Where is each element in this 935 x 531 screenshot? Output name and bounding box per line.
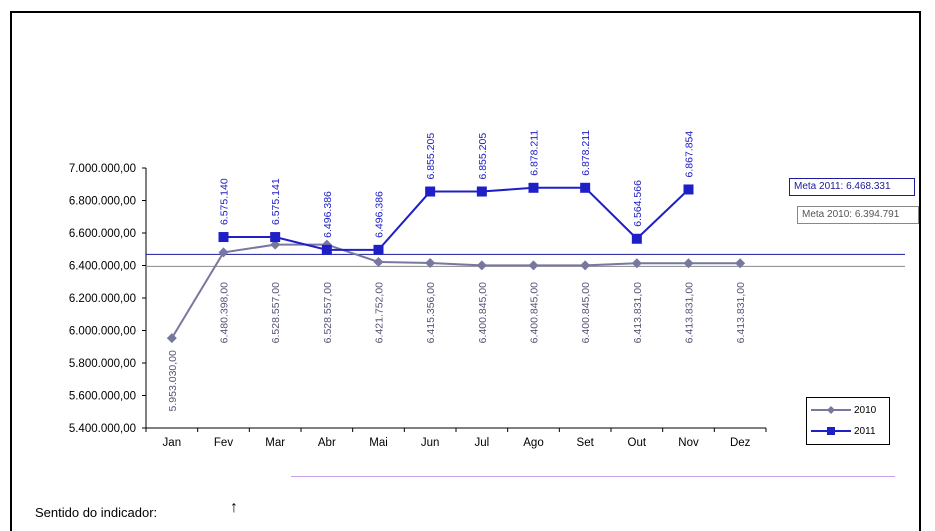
data-label-2010: 6.528.557,00 bbox=[270, 282, 282, 343]
data-label-2010: 5.953.030,00 bbox=[167, 350, 179, 411]
y-tick-label: 5.600.000,00 bbox=[69, 391, 136, 403]
data-label-2011: 6.575.141 bbox=[270, 178, 282, 225]
data-label-2011: 6.878.211 bbox=[580, 130, 592, 176]
point-2011 bbox=[373, 244, 384, 255]
y-tick-label: 6.600.000,00 bbox=[69, 228, 136, 240]
x-tick-label: Set bbox=[577, 437, 595, 449]
point-2011 bbox=[580, 182, 591, 193]
data-label-2010: 6.400.845,00 bbox=[477, 282, 489, 343]
y-tick-label: 6.200.000,00 bbox=[69, 293, 136, 305]
legend-item-2010: 2010 bbox=[811, 404, 876, 416]
point-2011 bbox=[631, 233, 642, 244]
point-2010 bbox=[476, 260, 487, 271]
point-2010 bbox=[528, 260, 539, 271]
point-2010 bbox=[218, 247, 229, 258]
data-label-2010: 6.415.356,00 bbox=[425, 282, 437, 343]
point-2011 bbox=[270, 232, 281, 243]
y-tick-label: 5.400.000,00 bbox=[69, 423, 136, 435]
point-2010 bbox=[580, 260, 591, 271]
chart-frame bbox=[10, 11, 921, 531]
goal-label-2011: Meta 2011: 6.468.331 bbox=[789, 178, 915, 196]
x-tick-label: Mai bbox=[369, 437, 388, 449]
point-2010 bbox=[373, 256, 384, 267]
point-2011 bbox=[425, 186, 436, 197]
line-chart: 5.400.000,00 5.600.000,00 5.800.000,00 6.00… bbox=[69, 130, 905, 449]
data-label-2011: 6.855.205 bbox=[425, 133, 437, 180]
data-label-2010: 6.413.831,00 bbox=[632, 282, 644, 343]
y-tick-label: 6.400.000,00 bbox=[69, 261, 136, 273]
legend: 2010 2011 bbox=[806, 397, 890, 445]
y-tick-label: 6.800.000,00 bbox=[69, 196, 136, 208]
data-label-2010: 6.528.557,00 bbox=[322, 282, 334, 343]
arrow-up-icon: ↑ bbox=[230, 499, 238, 516]
point-2011 bbox=[683, 184, 694, 195]
series-line-2011 bbox=[223, 186, 690, 251]
point-2010 bbox=[735, 258, 746, 269]
data-label-2010: 6.413.831,00 bbox=[684, 282, 696, 343]
x-tick-label: Nov bbox=[678, 437, 699, 449]
point-2010 bbox=[425, 258, 436, 269]
x-tick-label: Jan bbox=[163, 437, 182, 449]
data-label-2011: 6.496.386 bbox=[322, 191, 334, 238]
legend-item-2011: 2011 bbox=[811, 425, 876, 437]
y-tick-label: 6.000.000,00 bbox=[69, 326, 136, 338]
divider bbox=[291, 476, 895, 477]
point-2010 bbox=[631, 258, 642, 269]
data-label-2011: 6.564.566 bbox=[632, 180, 644, 227]
point-2011 bbox=[528, 182, 539, 193]
data-label-2011: 6.496.386 bbox=[374, 191, 386, 238]
data-label-2010: 6.400.845,00 bbox=[580, 282, 592, 343]
point-2010 bbox=[166, 333, 177, 344]
x-tick-label: Dez bbox=[730, 437, 751, 449]
x-tick-label: Abr bbox=[318, 437, 336, 449]
data-label-2010: 6.413.831,00 bbox=[735, 282, 747, 343]
data-label-2010: 6.480.398,00 bbox=[219, 282, 231, 343]
x-tick-label: Jun bbox=[421, 437, 440, 449]
data-label-2011: 6.575.140 bbox=[219, 178, 231, 225]
data-label-2010: 6.421.752,00 bbox=[374, 282, 386, 343]
indicator-direction-label: Sentido do indicador: bbox=[35, 505, 158, 520]
point-2011 bbox=[218, 232, 229, 243]
point-2011 bbox=[476, 186, 487, 197]
x-tick-label: Out bbox=[628, 437, 647, 449]
data-label-2011: 6.855.205 bbox=[477, 133, 489, 180]
data-label-2011: 6.867.854 bbox=[684, 131, 696, 178]
data-label-2010: 6.400.845,00 bbox=[529, 282, 541, 343]
series-line-2010 bbox=[170, 243, 741, 339]
y-tick-label: 7.000.000,00 bbox=[69, 163, 136, 175]
x-tick-label: Fev bbox=[214, 437, 233, 449]
y-tick-label: 5.800.000,00 bbox=[69, 358, 136, 370]
data-label-2011: 6.878.211 bbox=[529, 130, 541, 176]
x-tick-label: Mar bbox=[265, 437, 285, 449]
legend-label-2011: 2011 bbox=[854, 425, 876, 437]
goal-label-2010: Meta 2010: 6.394.791 bbox=[797, 206, 919, 224]
point-2010 bbox=[270, 239, 281, 250]
x-tick-label: Ago bbox=[523, 437, 543, 449]
x-tick-label: Jul bbox=[474, 437, 489, 449]
point-2011 bbox=[321, 244, 332, 255]
point-2010 bbox=[683, 258, 694, 269]
legend-label-2010: 2010 bbox=[854, 404, 877, 416]
